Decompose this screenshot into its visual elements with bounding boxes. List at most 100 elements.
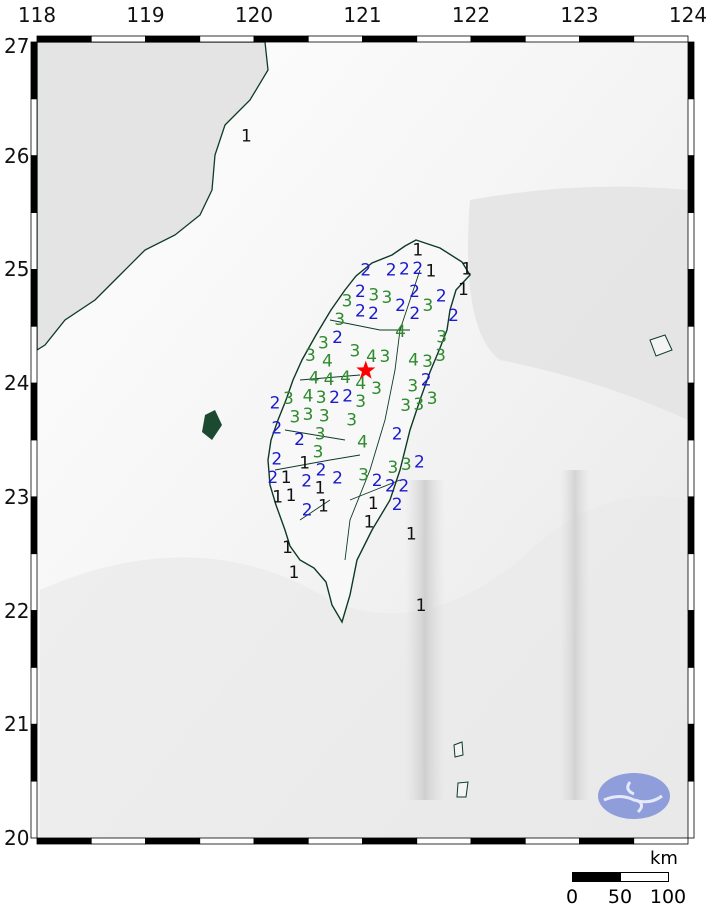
intensity-label: 1: [282, 538, 293, 558]
intensity-label: 4: [355, 374, 366, 394]
intensity-label: 2: [399, 260, 410, 280]
frame-segment: [416, 35, 472, 43]
frame-segment: [687, 667, 695, 725]
frame-segment: [633, 837, 689, 845]
intensity-label: 1: [315, 479, 326, 499]
intensity-label: 1: [364, 513, 375, 533]
lon-tick-label: 122: [451, 3, 491, 27]
intensity-label: 4: [322, 352, 333, 372]
intensity-label: 2: [392, 424, 403, 444]
frame-segment: [199, 837, 255, 845]
frame-segment: [145, 837, 201, 845]
intensity-label: 3: [283, 389, 294, 409]
intensity-label: 2: [267, 468, 278, 488]
frame-segment: [362, 837, 418, 845]
intensity-label: 3: [316, 388, 327, 408]
frame-segment: [253, 35, 309, 43]
epicenter-star[interactable]: [356, 360, 376, 379]
frame-segment: [30, 325, 38, 384]
frame-segment: [470, 35, 526, 43]
lat-tick-label: 24: [4, 371, 30, 396]
intensity-label: 2: [316, 461, 327, 481]
frame-segment: [30, 496, 38, 555]
frame-segment: [470, 837, 526, 845]
frame-segment: [687, 155, 695, 213]
intensity-label: 3: [349, 341, 360, 361]
taiwan-island: [267, 239, 471, 624]
intensity-label: 2: [412, 259, 423, 279]
intensity-label: 2: [302, 501, 313, 521]
intensity-label: 3: [342, 292, 353, 312]
intensity-label: 2: [355, 302, 366, 322]
frame-segment: [30, 667, 38, 725]
frame-segment: [687, 382, 695, 441]
frame-segment: [687, 610, 695, 668]
frame-segment: [687, 496, 695, 555]
frame-segment: [30, 155, 38, 213]
intensity-label: 1: [416, 596, 427, 616]
frame-segment: [90, 35, 146, 43]
lon-tick-label: 120: [234, 3, 274, 27]
intensity-label: 3: [407, 376, 418, 396]
frame-segment: [524, 35, 580, 43]
frame-segment: [30, 723, 38, 782]
lanyu-islands: [453, 741, 469, 798]
intensity-label: 2: [332, 328, 343, 348]
frame-segment: [30, 780, 38, 839]
intensity-label: 2: [409, 304, 420, 324]
intensity-label: 3: [379, 347, 390, 367]
intensity-label: 3: [387, 458, 398, 478]
frame-segment: [30, 269, 38, 327]
intensity-label: 2: [409, 282, 420, 302]
scalebar-label-50: 50: [607, 886, 633, 908]
intensity-label: 1: [241, 126, 252, 146]
intensity-label: 4: [395, 322, 406, 342]
intensity-label: 2: [414, 453, 425, 473]
frame-segment: [687, 780, 695, 839]
frame-segment: [416, 837, 472, 845]
intensity-label: 3: [289, 407, 300, 427]
intensity-label: 3: [427, 389, 438, 409]
intensity-label: 2: [395, 296, 406, 316]
frame-segment: [687, 553, 695, 611]
intensity-label: 2: [332, 469, 343, 489]
lat-tick-label: 23: [4, 484, 30, 509]
intensity-label: 2: [342, 386, 353, 406]
intensity-label: 2: [294, 430, 305, 450]
intensity-label: 2: [360, 261, 371, 281]
intensity-label: 1: [286, 486, 297, 506]
intensity-label: 1: [406, 524, 417, 544]
frame-segment: [687, 41, 695, 100]
intensity-label: 3: [346, 410, 357, 430]
intensity-label: 1: [368, 494, 379, 514]
intensity-label: 2: [329, 388, 340, 408]
intensity-label: 2: [372, 471, 383, 491]
frame-segment: [30, 212, 38, 270]
frame-segment: [687, 325, 695, 384]
intensity-label: 1: [299, 453, 310, 473]
intensity-label: 2: [448, 306, 459, 326]
intensity-label: 3: [368, 286, 379, 306]
intensity-label: 3: [371, 379, 382, 399]
intensity-label: 3: [422, 296, 433, 316]
intensity-label: 3: [318, 334, 329, 354]
intensity-label: 3: [305, 346, 316, 366]
frame-segment: [30, 610, 38, 668]
frame-segment: [687, 723, 695, 782]
lon-tick-label: 119: [126, 3, 165, 27]
intensity-label: 1: [461, 259, 472, 279]
intensity-label: 3: [422, 352, 433, 372]
intensity-label: 2: [386, 261, 397, 281]
frame-segment: [199, 35, 255, 43]
cwa-logo: [598, 773, 670, 819]
intensity-label: 1: [272, 488, 283, 508]
frame-segment: [579, 35, 635, 43]
frame-segment: [30, 41, 38, 100]
lat-tick-label: 27: [4, 34, 30, 58]
frame-segment: [362, 35, 418, 43]
intensity-label: 4: [324, 370, 335, 390]
lat-tick-label: 22: [4, 598, 30, 623]
intensity-label: 1: [281, 468, 292, 488]
